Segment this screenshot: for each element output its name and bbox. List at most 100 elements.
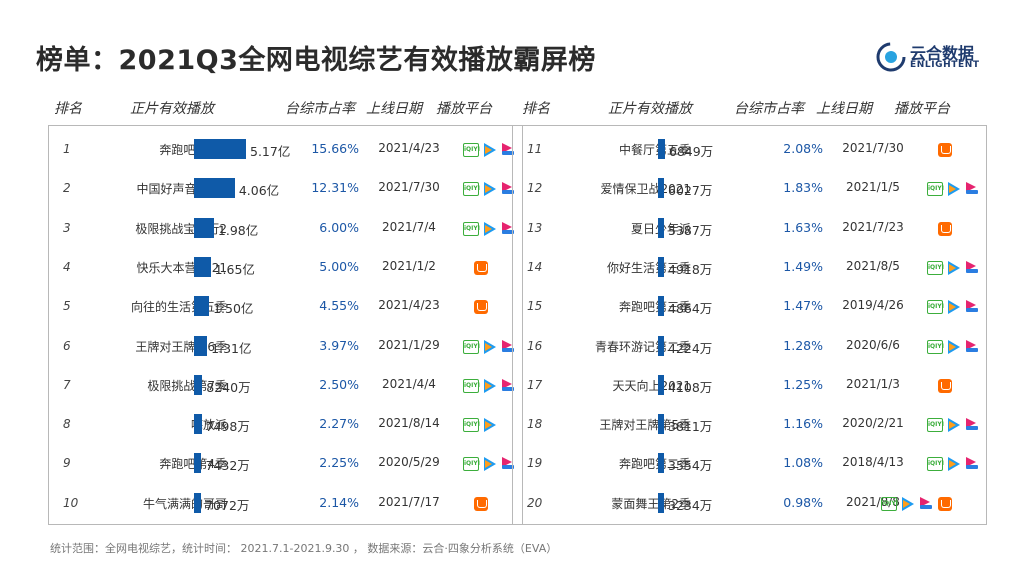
play-bar <box>194 374 203 395</box>
ranking-row: 10 牛气满满的哥哥 7072万 2.14% 2021/7/17 <box>49 485 522 524</box>
launch-date: 2021/1/5 <box>846 180 900 195</box>
launch-date: 2021/4/23 <box>378 141 440 155</box>
tencent-video-icon <box>484 418 496 433</box>
iqiyi-icon: iQIYI <box>927 457 944 472</box>
platform-icons: iQIYI <box>463 339 515 355</box>
market-share: 1.28% <box>783 337 823 353</box>
market-share: 2.08% <box>783 141 823 156</box>
rank-number: 9 <box>63 456 71 471</box>
youku-icon <box>919 496 933 511</box>
market-share: 6.00% <box>319 219 359 235</box>
play-bar <box>658 296 664 317</box>
youku-icon <box>501 339 515 354</box>
iqiyi-icon: iQIYI <box>927 418 944 433</box>
youku-icon <box>501 221 515 236</box>
youku-icon <box>965 182 979 196</box>
launch-date: 2021/8/14 <box>378 416 440 431</box>
iqiyi-icon: iQIYI <box>463 457 480 472</box>
market-share: 1.25% <box>783 376 823 392</box>
platform-icons: iQIYI <box>927 181 979 197</box>
ranking-row: 9 奔跑吧第4季7432万 2.25% 2020/5/29 iQIYI <box>49 445 522 484</box>
play-value-label: 5.17亿 <box>250 144 291 159</box>
ranking-panel-left: 1奔跑吧第5季5.17亿15.66%2021/4/23iQIYI2中国好声音20… <box>48 125 523 525</box>
ranking-row: 5 向往的生活第五季 1.50亿 4.55% 2021/4/23 <box>49 288 522 327</box>
youku-icon <box>965 260 979 275</box>
tencent-video-icon <box>948 339 960 354</box>
launch-date: 2021/7/4 <box>382 219 436 234</box>
platform-icons: iQIYI <box>463 142 515 158</box>
youku-icon <box>965 418 979 432</box>
iqiyi-icon: iQIYI <box>927 260 944 275</box>
market-share: 1.16% <box>783 416 823 432</box>
market-share: 1.49% <box>783 258 823 274</box>
show-name: 极限挑战第7季 <box>147 378 227 393</box>
play-value-label: 7432万 <box>205 458 250 474</box>
show-name: 快乐大本营2021 <box>136 260 227 275</box>
tencent-video-icon <box>948 260 960 275</box>
youku-icon <box>965 339 979 354</box>
tencent-video-icon <box>484 182 496 197</box>
platform-icons: iQIYI <box>927 417 979 433</box>
market-share: 12.31% <box>311 180 359 196</box>
play-bar <box>658 139 665 159</box>
market-share: 2.14% <box>319 494 359 510</box>
tencent-video-icon <box>484 221 496 236</box>
iqiyi-icon: iQIYI <box>927 300 944 315</box>
play-value-label: 4224万 <box>668 340 713 356</box>
play-value-label: 6027万 <box>668 183 713 199</box>
platform-icons <box>474 496 488 512</box>
market-share: 1.83% <box>783 180 823 196</box>
ranking-row: 13夏日少年派5387万1.63%2021/7/23 <box>513 210 986 249</box>
play-bar <box>194 453 202 474</box>
ranking-row: 2 中国好声音2021 4.06亿 12.31% 2021/7/30 iQIYI <box>49 170 522 209</box>
play-value-label: 8240万 <box>206 379 251 395</box>
play-bar <box>194 492 202 513</box>
show-name: 奔跑吧第4季 <box>159 455 227 472</box>
show-name: 青春环游记第二季 <box>594 339 691 354</box>
iqiyi-icon: iQIYI <box>463 378 480 393</box>
play-bar <box>658 492 664 513</box>
rank-number: 19 <box>527 456 543 471</box>
tencent-video-icon <box>948 300 960 315</box>
play-bar <box>658 256 664 277</box>
launch-date: 2021/1/2 <box>382 258 436 273</box>
rank-number: 4 <box>63 259 71 274</box>
iqiyi-icon: iQIYI <box>463 418 480 433</box>
platform-icons <box>474 260 488 276</box>
ranking-row: 16 青春环游记第二季 4224万 1.28% 2020/6/6 iQIYI <box>513 328 986 367</box>
play-bar <box>194 178 235 199</box>
mango-tv-icon <box>474 300 488 315</box>
tencent-video-icon <box>484 143 496 157</box>
play-bar <box>194 335 208 356</box>
rank-number: 12 <box>527 181 543 196</box>
market-share: 1.08% <box>783 455 823 471</box>
rank-number: 10 <box>63 495 79 510</box>
iqiyi-icon: iQIYI <box>927 182 944 197</box>
ranking-row: 19 奔跑吧第二季 3554万 1.08% 2018/4/13 iQIYI <box>513 445 986 484</box>
show-name: 爱情保卫战2021 <box>600 182 691 197</box>
show-name: 天天向上2021 <box>612 378 691 393</box>
platform-icons: iQIYI <box>927 299 979 315</box>
rank-number: 18 <box>527 417 543 432</box>
rank-number: 17 <box>527 377 543 392</box>
launch-date: 2021/4/23 <box>378 298 440 313</box>
play-value-label: 7072万 <box>205 497 250 513</box>
platform-icons: iQIYI <box>463 456 515 472</box>
play-bar <box>194 217 214 238</box>
launch-date: 2021/1/29 <box>378 337 440 352</box>
youku-icon <box>501 457 515 471</box>
launch-date: 2021/8/8 <box>846 494 900 509</box>
launch-date: 2021/7/17 <box>378 494 440 509</box>
rank-number: 5 <box>63 299 71 314</box>
show-name: 牛气满满的哥哥 <box>142 496 227 511</box>
page-title: 榜单：2021Q3全网电视综艺有效播放霸屏榜 <box>36 45 596 76</box>
play-value-label: 3234万 <box>668 497 713 513</box>
play-bar <box>194 414 202 435</box>
mango-tv-icon <box>938 143 952 157</box>
enlightent-logo-icon <box>876 42 906 72</box>
play-bar <box>194 139 246 159</box>
show-name: 王牌对王牌第5季 <box>599 418 691 433</box>
tencent-video-icon <box>948 457 960 472</box>
iqiyi-icon: iQIYI <box>463 221 480 236</box>
